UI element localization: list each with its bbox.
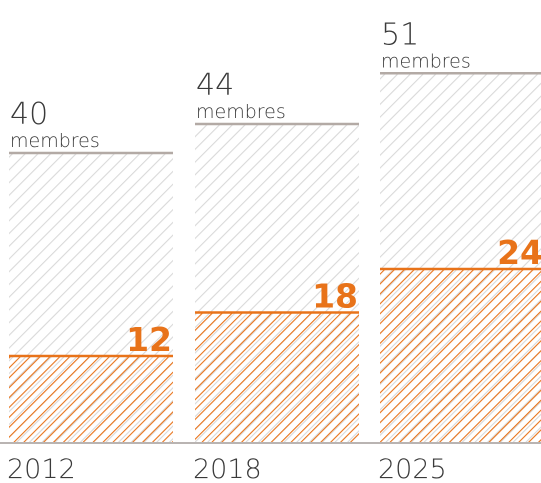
year-label-2025: 2025 [378, 454, 447, 483]
value-bar-2018 [195, 312, 359, 443]
year-label-2012: 2012 [7, 454, 76, 483]
value-label-2012: 12 [126, 320, 172, 359]
total-label-2025: 51 [381, 17, 419, 52]
value-label-2025: 24 [497, 233, 541, 272]
total-label-2018: 44 [196, 68, 234, 103]
value-bar-2012 [9, 356, 173, 443]
value-label-2018: 18 [312, 277, 358, 316]
year-label-2018: 2018 [193, 454, 262, 483]
total-unit-label-2018: membres [196, 101, 286, 123]
total-label-2012: 40 [10, 97, 48, 132]
value-bar-2025 [380, 269, 541, 443]
total-unit-label-2025: membres [381, 50, 471, 72]
total-unit-label-2012: membres [10, 130, 100, 152]
